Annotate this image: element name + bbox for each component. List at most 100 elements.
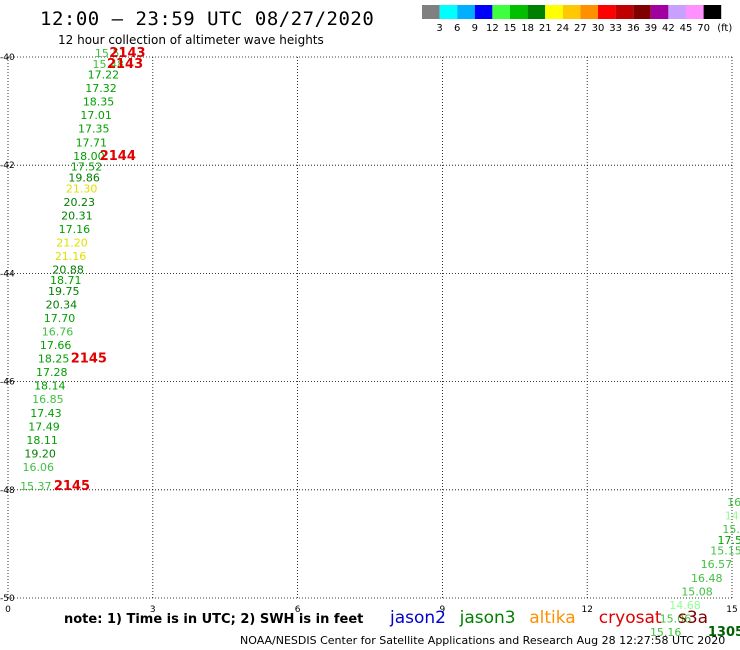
x-tick-label: 6: [295, 605, 301, 615]
colorbar-swatch: [510, 5, 528, 19]
wave-height-point: 16.06: [22, 461, 54, 474]
colorbar-label: 42: [662, 23, 675, 34]
legend-cryosat: cryosat: [598, 608, 662, 628]
colorbar-label: 39: [644, 23, 657, 34]
wave-height-point: 17.52: [71, 161, 103, 174]
y-tick-label: -48: [0, 486, 15, 496]
wave-height-point: 18.35: [83, 96, 115, 109]
wave-height-point: 20.88: [52, 263, 84, 276]
x-tick-label: 15: [726, 605, 737, 615]
colorbar-label: 24: [556, 23, 569, 34]
wave-height-point: 20.23: [64, 196, 96, 209]
y-tick-label: -42: [0, 161, 15, 171]
colorbar-label: 9: [472, 23, 478, 34]
colorbar-swatch: [545, 5, 563, 19]
pass-label: 2145: [54, 479, 90, 494]
wave-height-point: 18.11: [26, 434, 57, 447]
legend-s3a: s3a: [678, 608, 709, 628]
colorbar-swatch: [703, 5, 722, 19]
colorbar-swatch: [633, 5, 651, 19]
legend-jason2: jason2: [390, 608, 446, 628]
colorbar-swatch: [615, 5, 634, 19]
colorbar-label: 70: [697, 23, 710, 34]
wave-height-point: 16.48: [691, 572, 723, 585]
wave-height-point: 17.35: [78, 123, 110, 136]
colorbar-swatch: [457, 5, 475, 19]
pass-label: 2143: [107, 57, 143, 72]
wave-height-point: 17.16: [59, 223, 91, 236]
colorbar-swatch: [668, 5, 686, 19]
colorbar-swatch: [492, 5, 510, 19]
wave-height-point: 18.71: [50, 274, 82, 287]
colorbar-label: 3: [436, 23, 442, 34]
colorbar-swatch: [474, 5, 493, 19]
colorbar: 3 6 9 12 15 18 21 24 27 30 33 36 39 42 45 70 (ft): [422, 5, 732, 34]
colorbar-label: 21: [539, 23, 552, 34]
wave-height-point: 19.20: [24, 447, 56, 460]
wave-height-point: 14.8: [725, 510, 740, 523]
wave-height-point: 16.76: [42, 326, 74, 339]
wave-height-point: 19.86: [68, 171, 100, 184]
wave-height-point: 15.48: [92, 58, 124, 71]
wave-height-point: 16.57: [701, 558, 733, 571]
colorbar-swatch: [562, 5, 581, 19]
wave-height-point: 15.06: [660, 612, 692, 625]
colorbar-label: 27: [574, 23, 587, 34]
wave-height-point: 19.75: [48, 285, 80, 298]
colorbar-swatch: [650, 5, 669, 19]
wave-height-point: 18.25: [38, 353, 70, 366]
pass-label: 2143: [109, 46, 145, 61]
wave-height-point: 18.14: [34, 380, 65, 393]
legend-note: note: 1) Time is in UTC; 2) SWH is in fe…: [64, 612, 364, 627]
wave-height-point: 17.01: [80, 109, 112, 122]
wave-height-point: 16.85: [32, 393, 64, 406]
y-tick-label: -46: [0, 378, 15, 388]
x-tick-label: 3: [150, 605, 156, 615]
wave-height-point: 15.08: [681, 585, 713, 598]
wave-height-point: 21.30: [66, 182, 98, 195]
wave-height-point: 17.49: [28, 420, 60, 433]
colorbar-label: 33: [609, 23, 622, 34]
wave-height-point: 17.22: [88, 69, 120, 82]
wave-height-point: 20.31: [61, 209, 93, 222]
colorbar-swatch: [598, 5, 616, 19]
colorbar-label: 15: [504, 23, 517, 34]
wave-height-point: 17.32: [85, 82, 117, 95]
legend-altika: altika: [529, 608, 576, 628]
credit-line: NOAA/NESDIS Center for Satellite Applica…: [240, 634, 726, 647]
wave-height-point: 18.00: [73, 150, 105, 163]
colorbar-label: 6: [454, 23, 460, 34]
colorbar-label: 12: [486, 23, 499, 34]
wave-height-point: 21.16: [55, 250, 86, 263]
colorbar-swatch: [686, 5, 704, 19]
axis-ticks: 0 3 6 9 12 15 -40 -42 -44 -46 -48 -50: [0, 53, 738, 615]
wave-height-point: 17.66: [40, 339, 72, 352]
pass-label: 1305: [708, 625, 740, 640]
pass-label: 2145: [71, 352, 107, 367]
wave-height-point: 15.29: [722, 523, 740, 536]
wave-height-point: 17.70: [44, 312, 75, 325]
wave-height-point: 17.43: [30, 407, 62, 420]
colorbar-swatch: [527, 5, 546, 19]
x-tick-label: 0: [5, 605, 11, 615]
wave-height-point: 14.68: [669, 599, 701, 612]
colorbar-unit: (ft): [717, 23, 732, 34]
x-tick-label: 12: [581, 605, 592, 615]
wave-height-point: 15.16: [650, 626, 682, 639]
wave-height-point: 17.54: [718, 534, 740, 547]
colorbar-swatch: [422, 5, 440, 19]
wave-height-point: 17.71: [76, 136, 108, 149]
y-tick-label: -44: [0, 269, 15, 279]
y-tick-label: -50: [0, 594, 15, 604]
wave-height-point: 15.37: [20, 480, 52, 493]
wave-height-point: 16: [727, 496, 740, 509]
wave-height-point: 17.28: [36, 366, 68, 379]
pass-label: 2144: [100, 149, 136, 164]
colorbar-swatch: [580, 5, 598, 19]
colorbar-label: 36: [627, 23, 640, 34]
wave-height-point: 21.20: [56, 236, 87, 249]
x-tick-label: 9: [440, 605, 446, 615]
legend-jason3: jason3: [459, 608, 516, 628]
